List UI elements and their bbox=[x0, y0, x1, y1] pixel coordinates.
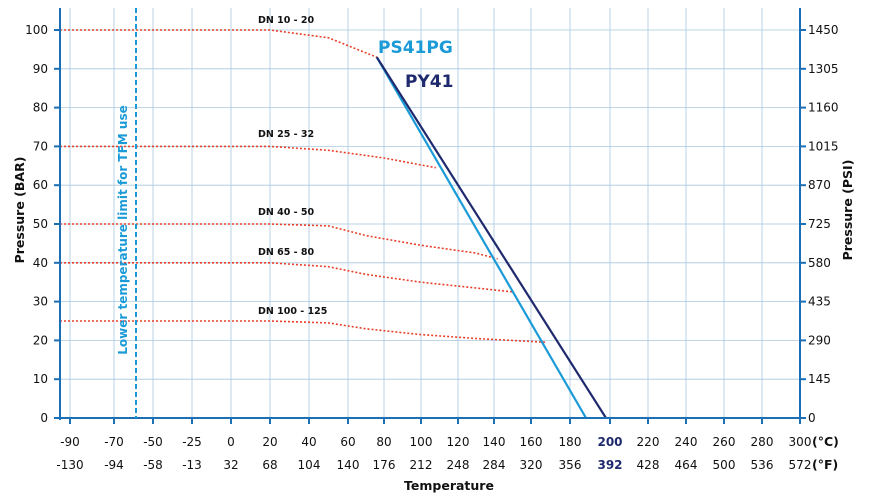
x-tick-label-fahrenheit: 176 bbox=[373, 458, 396, 472]
series-line bbox=[375, 56, 587, 419]
y-axis-title-left: Pressure (BAR) bbox=[12, 157, 27, 264]
x-tick-label-celsius: -25 bbox=[182, 435, 202, 449]
series-line bbox=[375, 56, 607, 419]
x-tick-label-fahrenheit: 284 bbox=[483, 458, 506, 472]
y-tick-label-bar: 90 bbox=[33, 62, 48, 76]
y-tick-label-psi: 1015 bbox=[808, 139, 839, 153]
x-tick-label-fahrenheit: 500 bbox=[713, 458, 736, 472]
x-tick-label-fahrenheit: -13 bbox=[182, 458, 202, 472]
dn-line bbox=[60, 29, 378, 58]
x-tick-label-celsius: 240 bbox=[675, 435, 698, 449]
x-tick-label-celsius: 300 bbox=[789, 435, 812, 449]
x-axis-title: Temperature bbox=[404, 478, 494, 493]
dn-line bbox=[60, 145, 436, 169]
series-label-py41: PY41 bbox=[405, 72, 453, 92]
x-tick-label-celsius: 200 bbox=[597, 435, 622, 449]
x-tick-label-fahrenheit: -94 bbox=[104, 458, 124, 472]
y-tick-label-bar: 80 bbox=[33, 101, 48, 115]
x-tick-label-celsius: 280 bbox=[751, 435, 774, 449]
series-label-ps41pg: PS41PG bbox=[378, 38, 453, 58]
x-tick-label-celsius: 0 bbox=[227, 435, 235, 449]
x-tick-label-celsius: -50 bbox=[143, 435, 163, 449]
axes bbox=[54, 8, 806, 424]
dn-label: DN 25 - 32 bbox=[258, 129, 314, 140]
x-tick-label-celsius: 20 bbox=[262, 435, 277, 449]
lower-temperature-limit-label: Lower temperature limit for TFM use bbox=[116, 105, 130, 355]
y-tick-label-bar: 100 bbox=[25, 23, 48, 37]
x-tick-label-fahrenheit: -130 bbox=[56, 458, 83, 472]
dn-line bbox=[60, 223, 498, 260]
y-tick-label-psi: 1450 bbox=[808, 23, 839, 37]
x-tick-label-celsius: -90 bbox=[60, 435, 80, 449]
x-tick-label-celsius: 60 bbox=[340, 435, 355, 449]
x-tick-label-celsius: 80 bbox=[376, 435, 391, 449]
x-tick-label-celsius: 140 bbox=[483, 435, 506, 449]
x-tick-label-fahrenheit: 248 bbox=[447, 458, 470, 472]
x-tick-label-celsius: 220 bbox=[637, 435, 660, 449]
x-tick-label-fahrenheit: 428 bbox=[637, 458, 660, 472]
x-tick-label-fahrenheit: 392 bbox=[597, 458, 622, 472]
dn-label: DN 10 - 20 bbox=[258, 15, 315, 26]
x-unit-celsius: (°C) bbox=[812, 434, 839, 449]
x-tick-label-fahrenheit: 140 bbox=[337, 458, 360, 472]
y-tick-label-bar: 60 bbox=[33, 178, 48, 192]
series-lines bbox=[375, 56, 607, 419]
y-axis-title-right: Pressure (PSI) bbox=[840, 160, 855, 261]
x-tick-label-fahrenheit: 356 bbox=[559, 458, 582, 472]
y-tick-label-bar: 70 bbox=[33, 139, 48, 153]
x-tick-label-celsius: -70 bbox=[104, 435, 124, 449]
y-tick-label-psi: 290 bbox=[808, 333, 831, 347]
x-tick-label-fahrenheit: 320 bbox=[520, 458, 543, 472]
y-tick-label-bar: 50 bbox=[33, 217, 48, 231]
x-tick-label-fahrenheit: 536 bbox=[751, 458, 774, 472]
x-tick-label-fahrenheit: 572 bbox=[789, 458, 812, 472]
x-tick-label-fahrenheit: -58 bbox=[143, 458, 163, 472]
x-tick-label-celsius: 40 bbox=[301, 435, 316, 449]
x-tick-label-fahrenheit: 32 bbox=[223, 458, 238, 472]
x-tick-label-celsius: 180 bbox=[559, 435, 582, 449]
y-tick-label-bar: 30 bbox=[33, 295, 48, 309]
x-tick-label-celsius: 120 bbox=[447, 435, 470, 449]
y-tick-label-bar: 10 bbox=[33, 372, 48, 386]
x-tick-label-fahrenheit: 464 bbox=[675, 458, 698, 472]
y-tick-label-psi: 145 bbox=[808, 372, 831, 386]
grid bbox=[60, 8, 801, 419]
y-tick-label-bar: 20 bbox=[33, 333, 48, 347]
y-tick-label-bar: 40 bbox=[33, 256, 48, 270]
y-tick-label-psi: 435 bbox=[808, 295, 831, 309]
x-tick-label-fahrenheit: 212 bbox=[410, 458, 433, 472]
dn-label: DN 100 - 125 bbox=[258, 306, 327, 317]
y-tick-label-psi: 1160 bbox=[808, 101, 839, 115]
x-tick-label-fahrenheit: 104 bbox=[298, 458, 321, 472]
labels: 0 10 20 30 40 50 60 70 80 90 100 0 145 290 435 580 725 87… bbox=[25, 15, 838, 472]
x-tick-label-celsius: 100 bbox=[410, 435, 433, 449]
y-tick-label-psi: 0 bbox=[808, 411, 816, 425]
y-tick-label-psi: 725 bbox=[808, 217, 831, 231]
dn-line bbox=[60, 320, 547, 344]
y-tick-label-psi: 580 bbox=[808, 256, 831, 270]
y-tick-label-bar: 0 bbox=[40, 411, 48, 425]
x-tick-label-celsius: 260 bbox=[713, 435, 736, 449]
dn-label: DN 65 - 80 bbox=[258, 247, 315, 258]
x-unit-fahrenheit: (°F) bbox=[812, 457, 838, 472]
dn-label: DN 40 - 50 bbox=[258, 207, 315, 218]
dn-lines bbox=[60, 29, 547, 344]
y-tick-label-psi: 870 bbox=[808, 178, 831, 192]
x-tick-label-fahrenheit: 68 bbox=[262, 458, 277, 472]
x-tick-label-celsius: 160 bbox=[520, 435, 543, 449]
dn-line bbox=[60, 261, 513, 293]
y-tick-label-psi: 1305 bbox=[808, 62, 839, 76]
